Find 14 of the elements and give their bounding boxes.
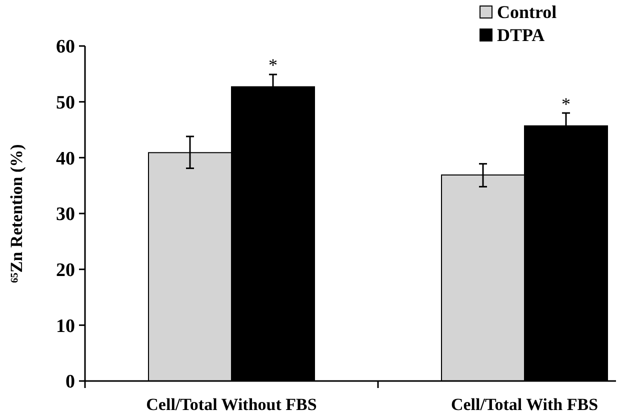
y-tick-label: 30 [56, 204, 75, 226]
x-tick-label: Cell/Total Without FBS [146, 395, 317, 414]
legend-label: DTPA [497, 25, 545, 45]
y-tick-label: 20 [56, 260, 75, 281]
legend-label: Control [497, 2, 557, 22]
y-tick-label: 40 [56, 148, 75, 170]
x-tick-label: Cell/Total With FBS [450, 395, 598, 414]
y-axis-title: ⁶⁵Zn Retention (%) [7, 144, 26, 283]
annotation: * [268, 54, 278, 75]
y-tick-label: 10 [56, 316, 75, 337]
y-tick-label: 0 [66, 372, 75, 393]
annotation: * [562, 94, 570, 114]
y-tick-label: 60 [56, 36, 75, 58]
y-tick-label: 50 [56, 92, 75, 114]
